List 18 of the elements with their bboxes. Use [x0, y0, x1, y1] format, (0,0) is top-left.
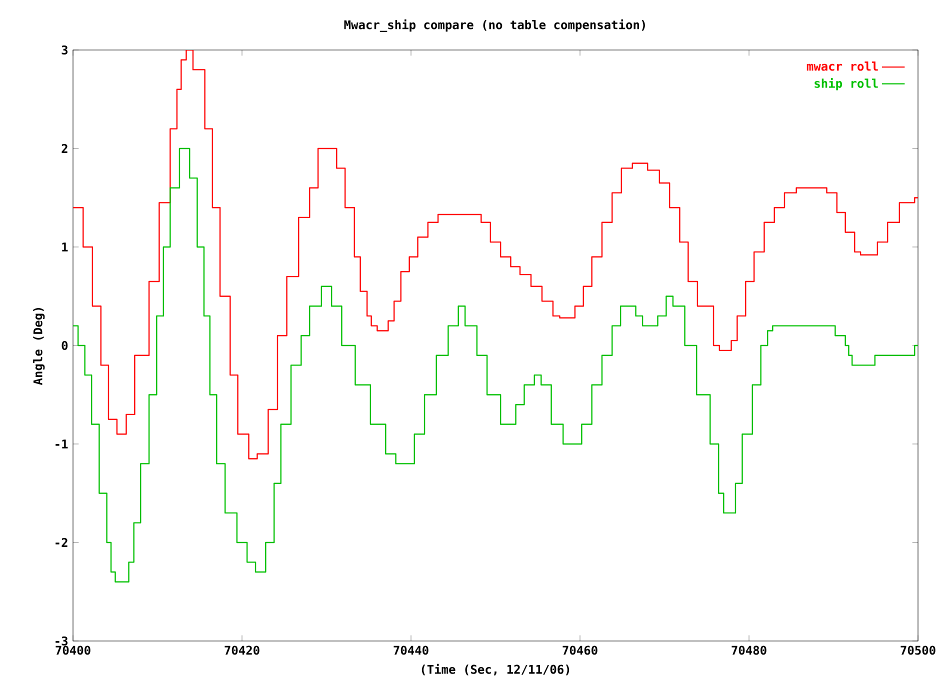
y-tick-label: -2	[56, 538, 68, 547]
x-axis-title: (Time (Sec, 12/11/06)	[422, 664, 570, 676]
y-tick-label: 2	[62, 144, 68, 153]
legend-label: mwacr roll	[806, 62, 878, 71]
y-tick-label: -3	[56, 636, 68, 646]
y-tick-label: 3	[62, 45, 68, 55]
y-tick-label: 0	[62, 340, 68, 350]
x-tick-label: 70400	[56, 646, 90, 655]
chart-title: Mwacr_ship compare (no table compensation)	[344, 19, 645, 32]
x-tick-label: 70460	[562, 646, 598, 655]
x-tick-label: 70500	[900, 646, 936, 655]
y-axis-title: Angle (Deg)	[33, 308, 45, 386]
legend-label: ship roll	[814, 78, 878, 90]
x-tick-label: 70440	[394, 646, 428, 655]
x-tick-label: 70420	[224, 646, 260, 655]
y-tick-label: 1	[62, 242, 68, 252]
x-tick-label: 70480	[732, 646, 766, 655]
y-tick-label: -1	[56, 440, 68, 448]
